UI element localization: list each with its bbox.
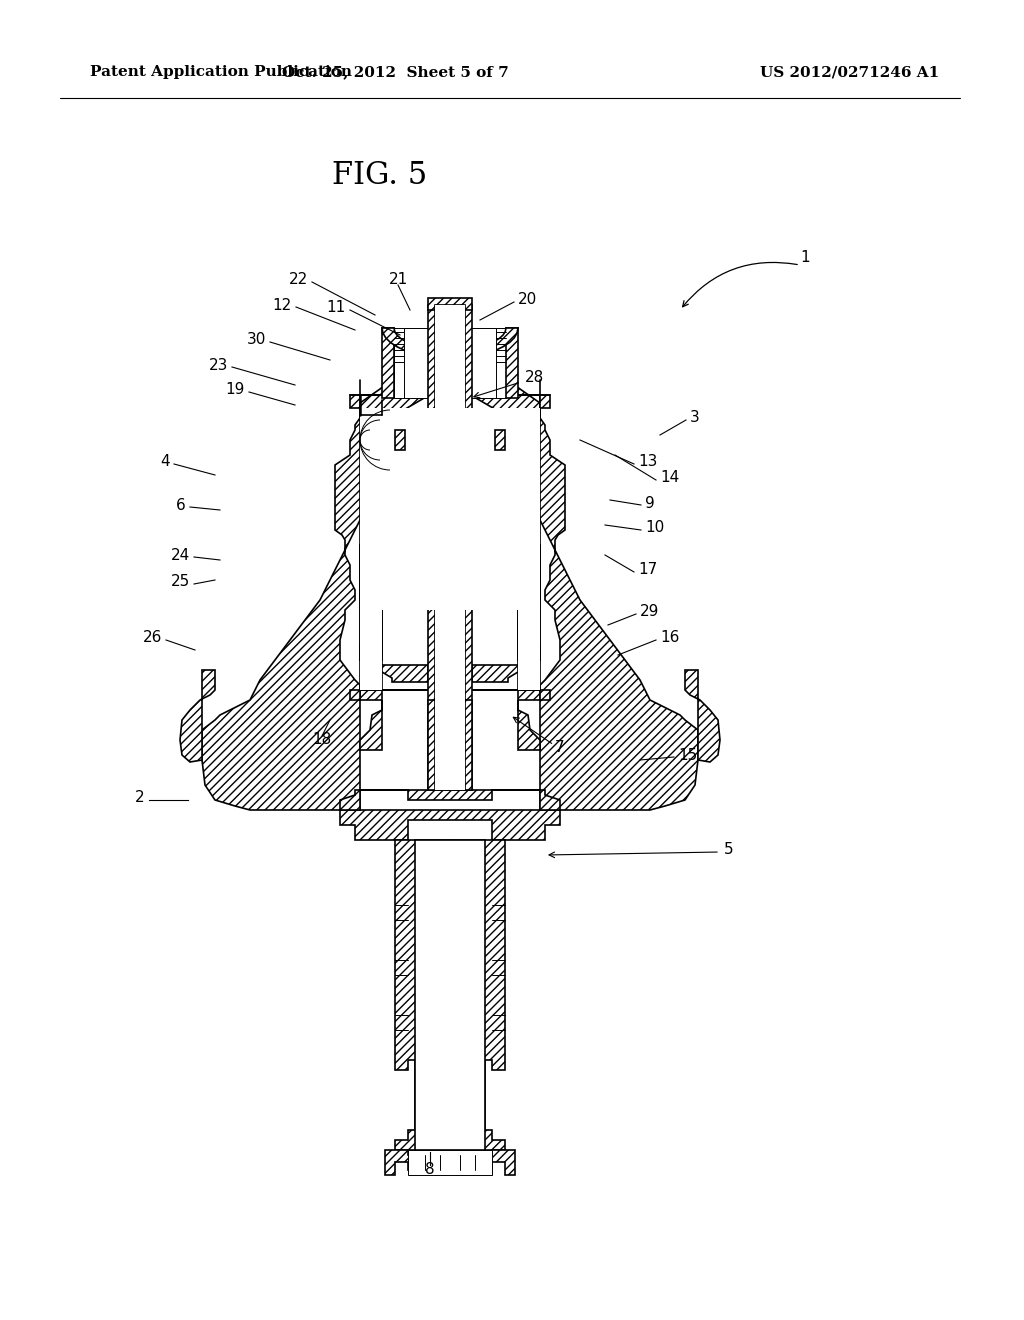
Text: 4: 4 [161, 454, 170, 470]
Bar [435, 305, 465, 789]
Polygon shape [395, 430, 406, 450]
Text: 16: 16 [660, 631, 679, 645]
Text: 1: 1 [800, 251, 810, 265]
Text: 26: 26 [142, 631, 162, 645]
Text: 7: 7 [555, 741, 564, 755]
Text: 14: 14 [660, 470, 679, 486]
Polygon shape [350, 690, 550, 700]
Polygon shape [518, 700, 540, 750]
Text: Patent Application Publication: Patent Application Publication [90, 65, 352, 79]
Polygon shape [428, 305, 435, 789]
Polygon shape [202, 383, 450, 810]
Polygon shape [518, 620, 540, 660]
Polygon shape [518, 601, 540, 660]
Text: 2: 2 [135, 791, 145, 805]
Bar [404, 327, 496, 399]
Bar [435, 305, 465, 789]
Text: 9: 9 [645, 495, 654, 511]
Bar [408, 1150, 492, 1175]
Polygon shape [350, 395, 550, 408]
Bar [382, 408, 518, 528]
Text: 22: 22 [289, 272, 308, 288]
Polygon shape [340, 810, 560, 840]
Text: 6: 6 [176, 498, 186, 512]
Text: 15: 15 [678, 747, 697, 763]
Bar [382, 528, 518, 610]
Polygon shape [180, 671, 215, 762]
Polygon shape [395, 840, 450, 1150]
Polygon shape [382, 327, 518, 358]
Text: Oct. 25, 2012  Sheet 5 of 7: Oct. 25, 2012 Sheet 5 of 7 [282, 65, 508, 79]
Polygon shape [428, 298, 472, 310]
Polygon shape [360, 395, 392, 700]
Text: 20: 20 [518, 293, 538, 308]
Polygon shape [685, 671, 720, 762]
Bar [415, 840, 485, 1150]
Polygon shape [465, 305, 472, 789]
Text: 12: 12 [272, 297, 292, 313]
Text: 3: 3 [690, 411, 699, 425]
Polygon shape [360, 620, 382, 660]
Text: 8: 8 [425, 1163, 435, 1177]
Text: FIG. 5: FIG. 5 [333, 160, 428, 190]
Polygon shape [508, 395, 540, 700]
Bar [394, 327, 506, 399]
Text: 19: 19 [225, 383, 245, 397]
Polygon shape [382, 327, 394, 399]
Bar [360, 408, 382, 690]
Text: 21: 21 [388, 272, 408, 288]
Polygon shape [495, 430, 505, 450]
Polygon shape [360, 540, 382, 570]
Text: 23: 23 [209, 358, 228, 372]
Polygon shape [382, 660, 518, 682]
Polygon shape [518, 540, 540, 570]
Text: 11: 11 [327, 301, 346, 315]
Polygon shape [465, 700, 472, 789]
Text: 30: 30 [247, 333, 266, 347]
Polygon shape [360, 601, 382, 660]
Polygon shape [506, 327, 518, 399]
Text: 5: 5 [724, 842, 733, 858]
Polygon shape [360, 700, 382, 750]
Text: 28: 28 [525, 371, 544, 385]
Polygon shape [428, 700, 435, 789]
Text: US 2012/0271246 A1: US 2012/0271246 A1 [760, 65, 939, 79]
Text: 13: 13 [638, 454, 657, 470]
Polygon shape [385, 1150, 515, 1175]
Text: 10: 10 [645, 520, 665, 536]
Polygon shape [340, 789, 560, 810]
Text: 24: 24 [171, 548, 190, 562]
Bar [518, 408, 540, 690]
Text: 25: 25 [171, 574, 190, 590]
Polygon shape [450, 840, 505, 1150]
Text: 18: 18 [312, 733, 332, 747]
Polygon shape [450, 383, 698, 810]
Text: 29: 29 [640, 605, 659, 619]
Text: 17: 17 [638, 562, 657, 578]
